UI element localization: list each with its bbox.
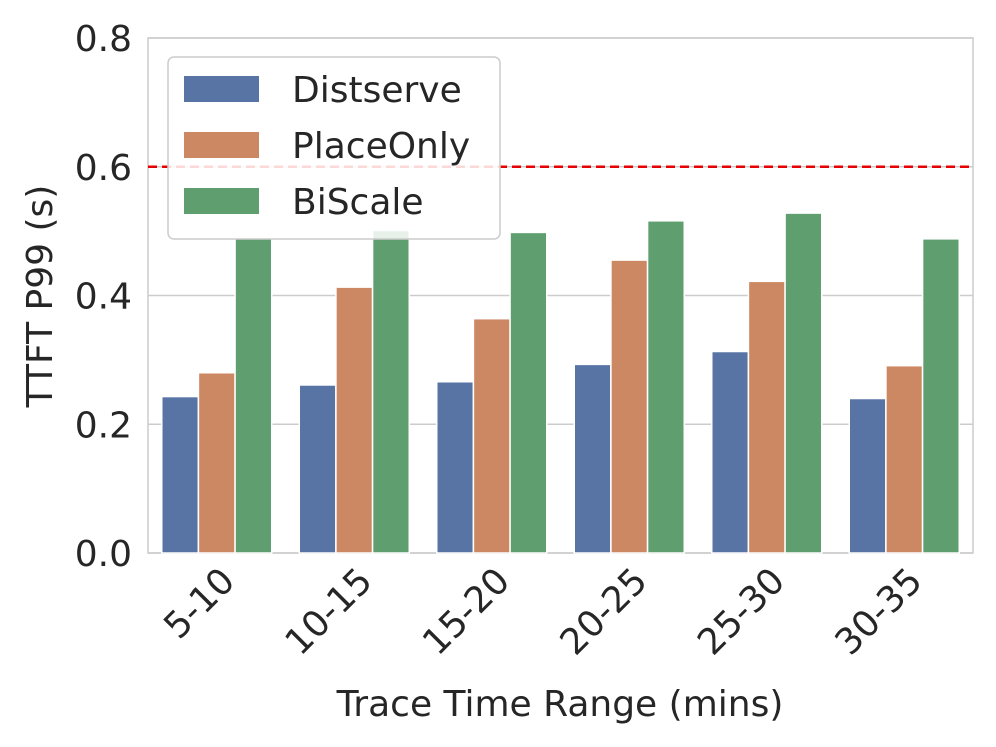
bar-biscale-5-10 xyxy=(234,237,273,554)
bar-placeonly-5-10 xyxy=(197,372,236,554)
legend-label-distserve: Distserve xyxy=(292,70,462,111)
legend-swatch-biscale xyxy=(184,188,259,214)
x-tick-labels: 5-10 10-15 15-20 20-25 25-30 30-35 xyxy=(156,560,930,663)
y-tick-label: 0.4 xyxy=(75,277,132,318)
x-axis-label: Trace Time Range (mins) xyxy=(336,684,784,725)
legend-swatch-distserve xyxy=(184,76,259,102)
bar-placeonly-20-25 xyxy=(610,259,649,554)
bar-biscale-10-15 xyxy=(371,229,411,554)
bar-distserve-30-35 xyxy=(848,397,887,554)
legend-label-placeonly: PlaceOnly xyxy=(292,126,470,167)
bar-distserve-15-20 xyxy=(436,381,475,554)
bar-biscale-25-30 xyxy=(784,212,823,554)
x-tick-label-20-25: 20-25 xyxy=(553,560,656,663)
bar-biscale-30-35 xyxy=(921,238,960,554)
y-axis-label: TTFT P99 (s) xyxy=(20,185,61,409)
x-tick-label-25-30: 25-30 xyxy=(690,560,793,663)
bar-distserve-5-10 xyxy=(161,395,200,554)
x-tick-label-15-20: 15-20 xyxy=(415,560,518,663)
bar-placeonly-25-30 xyxy=(747,280,786,554)
bar-group-15-20 xyxy=(436,231,548,554)
bar-distserve-10-15 xyxy=(298,384,337,554)
bar-biscale-20-25 xyxy=(646,220,685,554)
bar-group-10-15 xyxy=(298,229,411,554)
bar-placeonly-15-20 xyxy=(472,317,511,554)
bar-group-25-30 xyxy=(711,212,823,554)
x-tick-label-30-35: 30-35 xyxy=(828,560,931,663)
bar-group-30-35 xyxy=(848,238,960,554)
bar-group-5-10 xyxy=(161,237,273,554)
bar-group-20-25 xyxy=(573,220,685,554)
x-tick-label-10-15: 10-15 xyxy=(278,560,381,663)
bar-distserve-20-25 xyxy=(573,363,612,554)
y-tick-label: 0.0 xyxy=(75,534,132,575)
bar-biscale-15-20 xyxy=(509,231,548,554)
grid-lines xyxy=(148,37,973,554)
y-tick-label: 0.8 xyxy=(75,19,132,60)
bar-distserve-25-30 xyxy=(711,350,750,554)
y-tick-label: 0.2 xyxy=(75,405,132,446)
x-tick-label-5-10: 5-10 xyxy=(156,560,243,647)
legend-swatch-placeonly xyxy=(184,132,259,158)
bar-groups xyxy=(161,212,960,554)
bar-placeonly-30-35 xyxy=(885,364,924,554)
y-tick-labels: 0.0 0.2 0.4 0.6 0.8 xyxy=(75,19,132,575)
legend-label-biscale: BiScale xyxy=(292,182,424,223)
bar-placeonly-10-15 xyxy=(335,286,374,554)
y-tick-label: 0.6 xyxy=(75,148,132,189)
legend: Distserve PlaceOnly BiScale xyxy=(167,56,501,240)
